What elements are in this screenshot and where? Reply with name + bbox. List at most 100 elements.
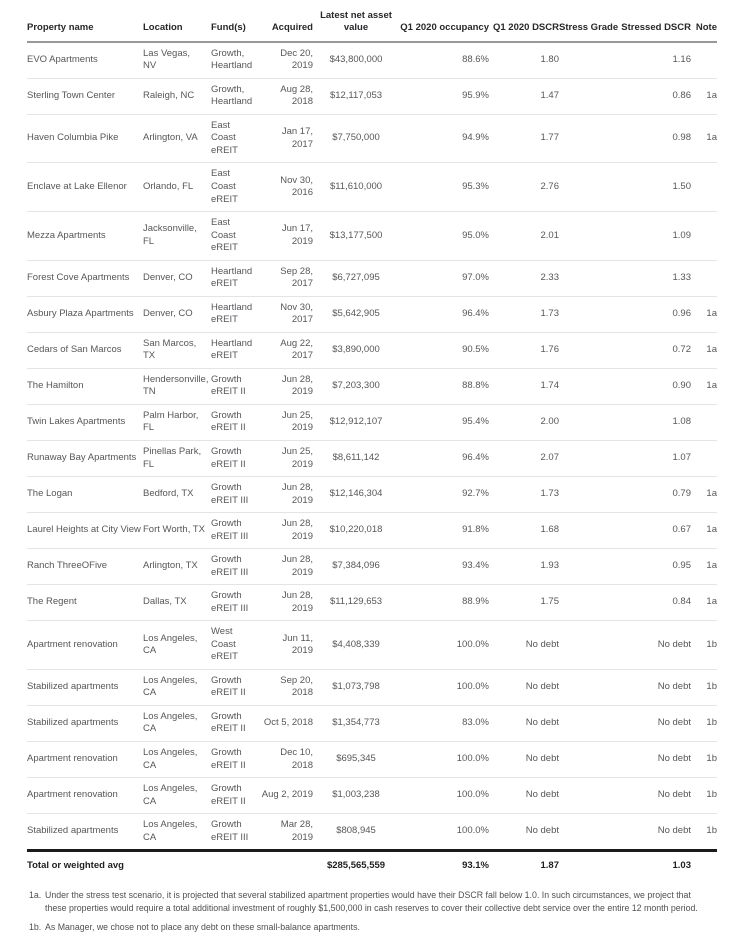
cell-funds: Growth eREIT II <box>211 440 261 478</box>
cell-note <box>691 260 717 297</box>
table-footer: Total or weighted avg $285,565,559 93.1%… <box>27 849 717 879</box>
cell-stressed-dscr: No debt <box>619 620 691 670</box>
cell-occupancy: 96.4% <box>399 440 489 478</box>
cell-funds: Growth eREIT III <box>211 512 261 550</box>
cell-property-name: Stabilized apartments <box>27 669 143 706</box>
table-row: Sterling Town Center Raleigh, NC Growth,… <box>27 78 717 115</box>
cell-dscr: No debt <box>489 620 559 670</box>
cell-location: Fort Worth, TX <box>143 512 211 550</box>
table-row: The Hamilton Hendersonville, TN Growth e… <box>27 368 717 405</box>
cell-nav: $808,945 <box>336 825 376 837</box>
cell-property-name: EVO Apartments <box>27 41 143 79</box>
table-row: Forest Cove Apartments Denver, CO Heartl… <box>27 260 717 297</box>
cell-stress-grade <box>559 620 619 670</box>
footnote-1a: 1a. Under the stress test scenario, it i… <box>29 889 711 916</box>
cell-occupancy: 100.0% <box>456 825 489 837</box>
cell-stress-grade <box>559 669 619 706</box>
cell-dscr: 2.00 <box>489 404 559 441</box>
cell-property-name: Apartment renovation <box>27 741 143 779</box>
cell-funds: Growth eREIT III <box>211 548 261 586</box>
cell-note <box>691 440 717 478</box>
header-funds: Fund(s) <box>211 10 261 43</box>
cell-note: 1b <box>706 825 717 837</box>
total-dscr: 1.87 <box>489 849 559 879</box>
cell-dscr: 2.01 <box>489 211 559 261</box>
cell-occupancy: 88.6% <box>399 41 489 79</box>
cell-property-name: Laurel Heights at City View <box>27 512 143 550</box>
cell-nav: $7,203,300 <box>313 368 399 405</box>
cell-location: Los Angeles, CA <box>143 669 211 706</box>
cell-nav: $11,129,653 <box>313 584 399 622</box>
cell-stress-grade <box>559 260 619 297</box>
cell-occupancy: 88.9% <box>399 584 489 622</box>
cell-location: San Marcos, TX <box>143 332 211 369</box>
header-row: Property name Location Fund(s) Acquired … <box>27 10 717 43</box>
cell-acquired: Jun 17, 2019 <box>261 211 313 261</box>
cell-occupancy: 95.3% <box>399 162 489 213</box>
cell-dscr: 1.73 <box>489 296 559 333</box>
table-row: Asbury Plaza Apartments Denver, CO Heart… <box>27 296 717 333</box>
cell-property-name: The Regent <box>27 584 143 622</box>
cell-note: 1a <box>691 296 717 333</box>
cell-stressed-dscr: 1.07 <box>619 440 691 478</box>
cell-acquired: Jan 17, 2017 <box>261 114 313 164</box>
cell-stress-grade <box>559 741 619 779</box>
property-table: Property name Location Fund(s) Acquired … <box>27 10 717 879</box>
cell-occupancy: 100.0% <box>399 669 489 706</box>
cell-acquired: Jun 28, 2019 <box>261 476 313 514</box>
cell-funds: Growth, Heartland <box>211 78 261 115</box>
cell-stress-grade <box>559 705 619 743</box>
cell-note: 1a <box>691 332 717 369</box>
cell-dscr: 1.93 <box>489 548 559 586</box>
cell-stressed-dscr: No debt <box>657 825 691 837</box>
cell-funds: Growth, Heartland <box>211 41 261 79</box>
cell-property-name: Enclave at Lake Ellenor <box>27 162 143 213</box>
cell-dscr: 1.74 <box>489 368 559 405</box>
cell-nav: $12,146,304 <box>313 476 399 514</box>
cell-note: 1a <box>691 548 717 586</box>
table-row: Laurel Heights at City View Fort Worth, … <box>27 512 717 550</box>
cell-occupancy: 100.0% <box>399 620 489 670</box>
table-row: EVO Apartments Las Vegas, NV Growth, Hea… <box>27 41 717 79</box>
cell-funds: Growth eREIT II <box>211 705 261 743</box>
table-row: Stabilized apartments Los Angeles, CA Gr… <box>27 669 717 706</box>
cell-property-name: Forest Cove Apartments <box>27 260 143 297</box>
cell-nav: $3,890,000 <box>313 332 399 369</box>
cell-note: 1b <box>691 705 717 743</box>
cell-location: Denver, CO <box>143 260 211 297</box>
cell-note: 1a <box>691 78 717 115</box>
cell-property-name: The Hamilton <box>27 368 143 405</box>
cell-nav: $6,727,095 <box>313 260 399 297</box>
cell-property-name: The Logan <box>27 476 143 514</box>
cell-stressed-dscr: No debt <box>619 705 691 743</box>
cell-funds: East Coast eREIT <box>211 211 261 261</box>
cell-stressed-dscr: No debt <box>619 669 691 706</box>
cell-location: Jacksonville, FL <box>143 211 211 261</box>
total-stressed-dscr: 1.03 <box>619 849 691 879</box>
table-header: Property name Location Fund(s) Acquired … <box>27 10 717 43</box>
cell-dscr: 1.47 <box>489 78 559 115</box>
cell-stress-grade <box>559 548 619 586</box>
table-row: Cedars of San Marcos San Marcos, TX Hear… <box>27 332 717 369</box>
cell-occupancy: 95.4% <box>399 404 489 441</box>
cell-location: Hendersonville, TN <box>143 368 211 405</box>
cell-acquired: Nov 30, 2016 <box>261 162 313 213</box>
header-location: Location <box>143 10 211 43</box>
cell-location: Raleigh, NC <box>143 78 211 115</box>
cell-nav: $1,073,798 <box>313 669 399 706</box>
cell-note: 1a <box>691 368 717 405</box>
footnote-1b: 1b. As Manager, we chose not to place an… <box>29 921 711 935</box>
table-row: Apartment renovation Los Angeles, CA Gro… <box>27 777 717 815</box>
cell-dscr: 1.68 <box>489 512 559 550</box>
cell-funds: East Coast eREIT <box>211 114 261 164</box>
cell-dscr: 2.07 <box>489 440 559 478</box>
cell-acquired: Dec 20, 2019 <box>261 41 313 79</box>
cell-property-name: Haven Columbia Pike <box>27 114 143 164</box>
cell-property-name: Stabilized apartments <box>27 705 143 743</box>
cell-dscr: 2.33 <box>489 260 559 297</box>
cell-acquired: Jun 28, 2019 <box>261 584 313 622</box>
cell-dscr: No debt <box>489 705 559 743</box>
cell-stress-grade <box>559 114 619 164</box>
cell-acquired: Sep 28, 2017 <box>261 260 313 297</box>
footnote-1a-text: Under the stress test scenario, it is pr… <box>45 889 698 914</box>
